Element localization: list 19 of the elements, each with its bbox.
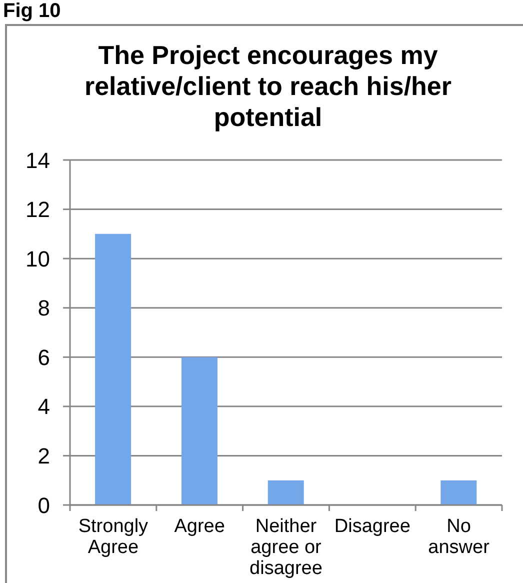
x-tick-label: Disagree <box>334 516 410 538</box>
y-tick-label: 12 <box>26 197 50 222</box>
caption: Fig 10 <box>3 0 61 23</box>
bar <box>268 480 304 505</box>
x-tick-label: No answer <box>428 516 490 558</box>
y-tick-label: 6 <box>38 344 50 370</box>
y-tick-label: 2 <box>38 444 50 469</box>
x-tick-label: Strongly Agree <box>78 516 149 558</box>
y-tick-label: 4 <box>38 394 50 420</box>
x-tick-label: Neither agree or disagree <box>250 516 322 580</box>
y-tick-label: 8 <box>38 296 50 321</box>
bar <box>95 234 132 505</box>
y-tick-label: 10 <box>26 246 50 272</box>
y-tick-label: 0 <box>38 492 50 518</box>
bar <box>440 480 477 505</box>
chart-title: The Project encourages my relative/client to reach his/her potential <box>83 40 453 133</box>
x-tick-label: Agree <box>174 516 225 538</box>
bar <box>181 357 218 505</box>
y-tick-label: 14 <box>26 148 50 173</box>
